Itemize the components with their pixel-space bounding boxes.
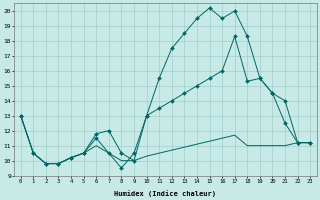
X-axis label: Humidex (Indice chaleur): Humidex (Indice chaleur) — [115, 190, 217, 197]
